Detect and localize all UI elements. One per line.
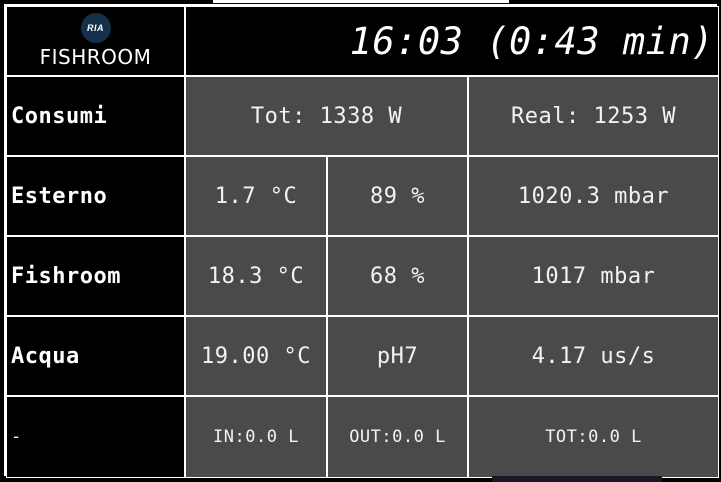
background-window-edge: [492, 476, 662, 482]
fishroom-humidity: 68 %: [327, 236, 468, 316]
water-flow-total: TOT:0.0 L: [468, 396, 719, 478]
dashboard-grid: RIA FISHROOM 16:03 (0:43 min) Consumi To…: [4, 4, 719, 478]
ria-logo-icon: RIA: [80, 13, 111, 43]
water-ph: pH7: [327, 316, 468, 396]
fishroom-pressure: 1017 mbar: [468, 236, 719, 316]
clock-display: 16:03 (0:43 min): [185, 6, 719, 76]
top-window-bar: [213, 0, 509, 3]
outdoor-temperature: 1.7 °C: [185, 156, 327, 236]
power-real: Real: 1253 W: [468, 76, 719, 156]
row-label-acqua: Acqua: [6, 316, 185, 396]
fishroom-temperature: 18.3 °C: [185, 236, 327, 316]
outdoor-humidity: 89 %: [327, 156, 468, 236]
water-conductivity: 4.17 us/s: [468, 316, 719, 396]
app-title: FISHROOM: [39, 45, 152, 69]
water-flow-out: OUT:0.0 L: [327, 396, 468, 478]
outdoor-pressure: 1020.3 mbar: [468, 156, 719, 236]
row-label-esterno: Esterno: [6, 156, 185, 236]
row-label-fishroom: Fishroom: [6, 236, 185, 316]
water-temperature: 19.00 °C: [185, 316, 327, 396]
logo-cell: RIA FISHROOM: [6, 6, 185, 76]
water-flow-in: IN:0.0 L: [185, 396, 327, 478]
row-label-consumi: Consumi: [6, 76, 185, 156]
power-total: Tot: 1338 W: [185, 76, 468, 156]
row-label-flow: -: [6, 396, 185, 478]
